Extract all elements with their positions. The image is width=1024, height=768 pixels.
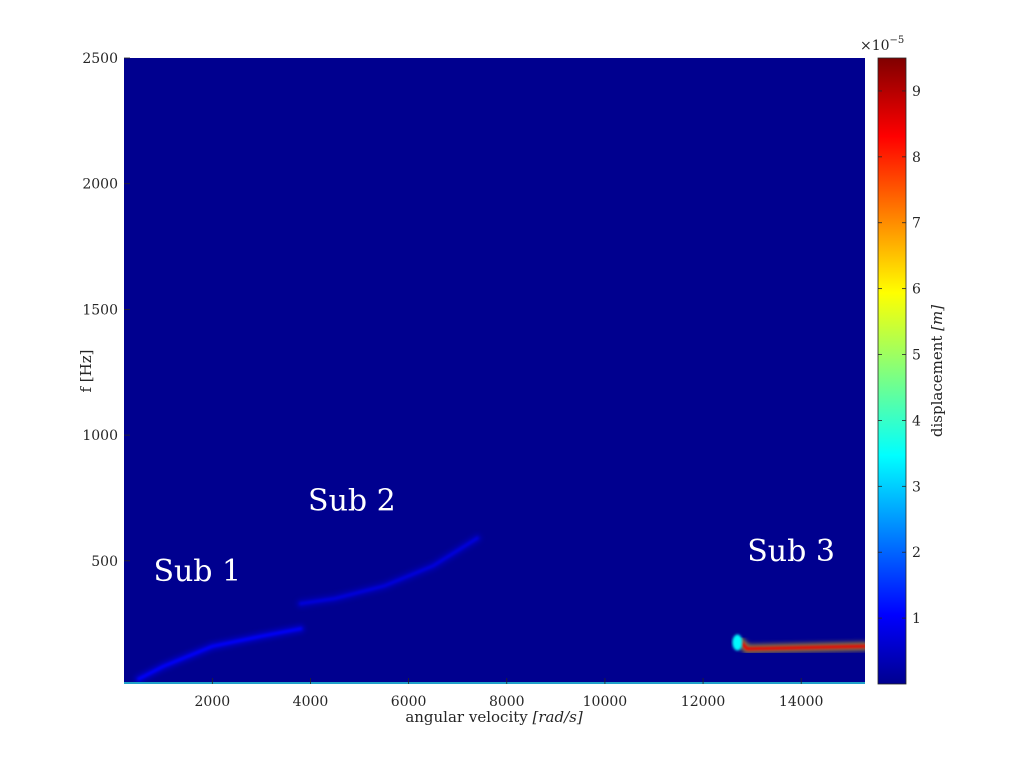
colorbar-title-unit: [m] [928, 305, 946, 331]
y-axis: 500 1000 1500 2000 2500 [82, 51, 130, 570]
x-tick-label: 10000 [583, 694, 628, 710]
annotation-label: Sub 1 [153, 554, 241, 589]
x-tick-label: 4000 [293, 694, 329, 710]
annotations: Sub 1 Sub 2 Sub 3 [153, 484, 834, 589]
x-axis-title-unit: [rad/s] [533, 708, 583, 726]
y-tick-label: 2000 [82, 177, 118, 193]
sub1-ridge [134, 624, 306, 684]
sub2-ridge-core [299, 536, 479, 606]
colorbar-exponent-base: ×10 [860, 38, 890, 54]
colorbar-tick-label: 9 [912, 84, 921, 100]
y-tick-label: 1500 [82, 302, 118, 318]
sub1-ridge-core [137, 627, 303, 681]
colorbar-tick-label: 8 [912, 150, 921, 166]
colorbar-title-text: displacement [928, 331, 946, 437]
annotation-label: Sub 2 [308, 484, 396, 519]
x-tick-label: 2000 [195, 694, 231, 710]
heatmap-background [124, 58, 865, 684]
y-tick-label: 1000 [82, 428, 118, 444]
colorbar-axis: 1 2 3 4 5 6 7 8 9 [878, 84, 921, 627]
x-tick-label: 6000 [391, 694, 427, 710]
colorbar-tick-label: 6 [912, 282, 921, 298]
y-axis-title: f [Hz] [77, 349, 95, 392]
x-tick-label: 12000 [681, 694, 726, 710]
colorbar-tick-label: 3 [912, 479, 921, 495]
sub3-peak [732, 634, 743, 651]
colorbar-tick-label: 1 [912, 611, 921, 627]
colorbar-exponent-power: −5 [890, 35, 905, 46]
y-tick-label: 2500 [82, 51, 118, 67]
y-tick-label: 500 [91, 554, 118, 570]
colorbar [877, 57, 907, 685]
x-axis: 2000 4000 6000 8000 10000 12000 14000 [195, 678, 824, 710]
x-axis-title: angular velocity [rad/s] [405, 708, 583, 726]
colorbar-tick-label: 5 [912, 348, 921, 364]
annotation-label: Sub 3 [747, 534, 835, 569]
colorbar-tick-label: 4 [912, 413, 921, 429]
x-axis-title-text: angular velocity [405, 708, 532, 726]
colorbar-exponent: ×10−5 [860, 35, 904, 54]
x-tick-label: 14000 [779, 694, 824, 710]
sub2-ridge [296, 533, 482, 609]
colorbar-tick-label: 7 [912, 216, 921, 232]
x-tick-label: 8000 [489, 694, 525, 710]
heatmap-features [134, 533, 865, 684]
colorbar-title: displacement [m] [928, 305, 946, 437]
colorbar-tick-label: 2 [912, 545, 921, 561]
